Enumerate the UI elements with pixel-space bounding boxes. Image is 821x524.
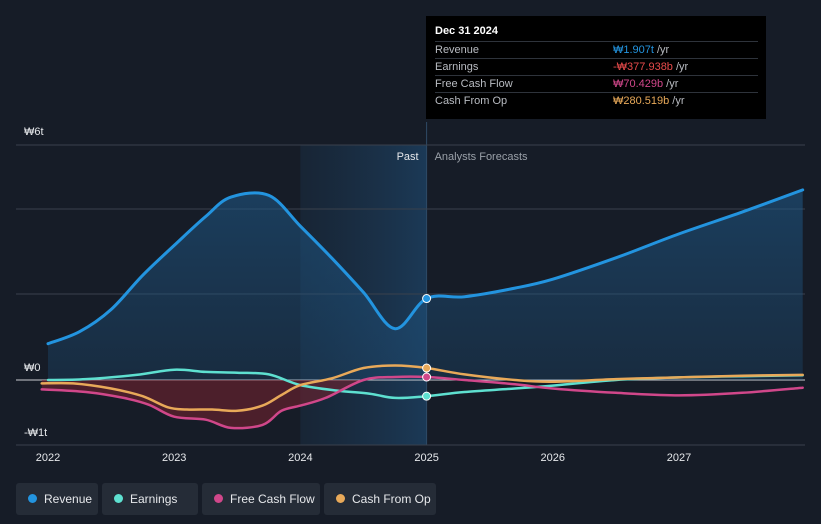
- past-label: Past: [397, 151, 419, 163]
- legend-label-free-cash-flow: Free Cash Flow: [230, 492, 315, 506]
- tooltip-value-free-cash-flow: ₩70.429b/yr: [613, 78, 679, 90]
- x-tick-label-2024: 2024: [288, 452, 312, 464]
- negative-area-free-cash-flow: [41, 380, 427, 429]
- tooltip-label-free-cash-flow: Free Cash Flow: [435, 78, 513, 90]
- forecast-label: Analysts Forecasts: [435, 151, 528, 163]
- legend-item-free-cash-flow[interactable]: Free Cash Flow: [202, 483, 320, 515]
- line-free-cash-flow: [40, 375, 804, 430]
- legend-item-revenue[interactable]: Revenue: [16, 483, 98, 515]
- tooltip-row-cash-from-op: Cash From Op ₩280.519b/yr: [435, 92, 758, 110]
- tooltip-row-revenue: Revenue ₩1.907t/yr: [435, 41, 758, 59]
- tooltip-label-earnings: Earnings: [435, 61, 479, 73]
- tooltip-value-cash-from-op: ₩280.519b/yr: [613, 95, 685, 107]
- line-cash-from-op: [40, 364, 804, 413]
- x-tick-label-2027: 2027: [667, 452, 691, 464]
- legend-label-cash-from-op: Cash From Op: [352, 492, 431, 506]
- tooltip-value-earnings: -₩377.938b/yr: [613, 61, 689, 73]
- legend-label-earnings: Earnings: [130, 492, 178, 506]
- x-tick-label-2023: 2023: [162, 452, 186, 464]
- legend-dot-earnings: [114, 494, 123, 503]
- y-tick-label-0: ₩6t: [24, 126, 44, 138]
- area-revenue: [48, 189, 803, 380]
- x-tick-label-2026: 2026: [541, 452, 565, 464]
- line-revenue: [46, 188, 805, 346]
- tooltip-label-revenue: Revenue: [435, 44, 480, 56]
- legend-dot-free-cash-flow: [214, 494, 223, 503]
- legend-item-earnings[interactable]: Earnings: [102, 483, 198, 515]
- legend-dot-revenue: [28, 494, 37, 503]
- tooltip-value-revenue: ₩1.907t/yr: [613, 44, 670, 56]
- data-tooltip: Dec 31 2024 Revenue ₩1.907t/yr Earnings -₩3…: [426, 16, 766, 119]
- y-tick-label-2: -₩1t: [24, 427, 47, 439]
- marker-free-cash-flow: [422, 372, 432, 382]
- marker-cash-from-op: [422, 363, 432, 373]
- tooltip-date: Dec 31 2024: [435, 25, 498, 37]
- x-tick-label-2025: 2025: [414, 452, 438, 464]
- tooltip-row-free-cash-flow: Free Cash Flow ₩70.429b/yr: [435, 75, 758, 93]
- marker-earnings: [422, 391, 432, 401]
- tooltip-row-earnings: Earnings -₩377.938b/yr: [435, 58, 758, 76]
- y-tick-label-1: ₩0: [24, 362, 41, 374]
- x-tick-label-2022: 2022: [36, 452, 60, 464]
- tooltip-label-cash-from-op: Cash From Op: [435, 95, 508, 107]
- marker-revenue: [422, 294, 432, 304]
- legend-dot-cash-from-op: [336, 494, 345, 503]
- legend-item-cash-from-op[interactable]: Cash From Op: [324, 483, 436, 515]
- legend-label-revenue: Revenue: [44, 492, 93, 506]
